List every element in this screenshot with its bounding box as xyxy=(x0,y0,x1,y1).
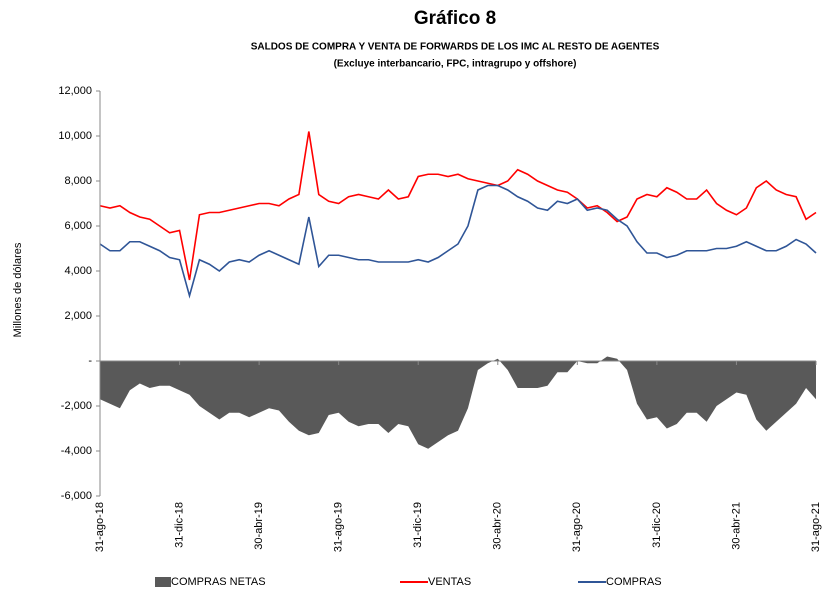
legend-label: COMPRAS NETAS xyxy=(171,576,266,588)
line xyxy=(99,131,817,281)
legend-label: VENTAS xyxy=(428,576,471,588)
y-tick-label: 8,000 xyxy=(64,175,92,187)
y-axis-label: Millones de dólares xyxy=(12,242,24,337)
y-tick-label: 4,000 xyxy=(64,265,92,277)
x-tick-label: 31-dic-18 xyxy=(173,502,185,548)
chart-title: Gráfico 8 xyxy=(414,8,496,29)
x-tick-label: 31-dic-19 xyxy=(412,502,424,548)
y-tick-label: -6,000 xyxy=(61,490,92,502)
y-tick-label: 6,000 xyxy=(64,220,92,232)
x-tick-label: 30-abr-20 xyxy=(492,502,504,550)
chart-subtitle: (Excluye interbancario, FPC, intragrupo … xyxy=(334,59,577,70)
y-tick-label: -4,000 xyxy=(61,445,92,457)
x-tick-label: 31-dic-20 xyxy=(651,502,663,548)
area xyxy=(100,356,816,449)
line xyxy=(99,184,817,299)
y-tick-label: 12,000 xyxy=(58,85,92,97)
x-tick-label: 31-ago-21 xyxy=(810,502,822,552)
y-tick-label: -2,000 xyxy=(61,400,92,412)
x-tick-label: 31-ago-18 xyxy=(94,502,106,552)
legend-swatch xyxy=(155,577,171,587)
y-tick-label: - xyxy=(88,355,92,367)
y-tick-label: 2,000 xyxy=(64,310,92,322)
chart-subtitle: SALDOS DE COMPRA Y VENTA DE FORWARDS DE … xyxy=(251,42,660,53)
y-tick-label: 10,000 xyxy=(58,130,92,142)
x-tick-label: 30-abr-19 xyxy=(253,502,265,550)
x-tick-label: 30-abr-21 xyxy=(730,502,742,550)
x-tick-label: 31-ago-19 xyxy=(333,502,345,552)
legend-label: COMPRAS xyxy=(606,576,662,588)
x-tick-label: 31-ago-20 xyxy=(571,502,583,552)
